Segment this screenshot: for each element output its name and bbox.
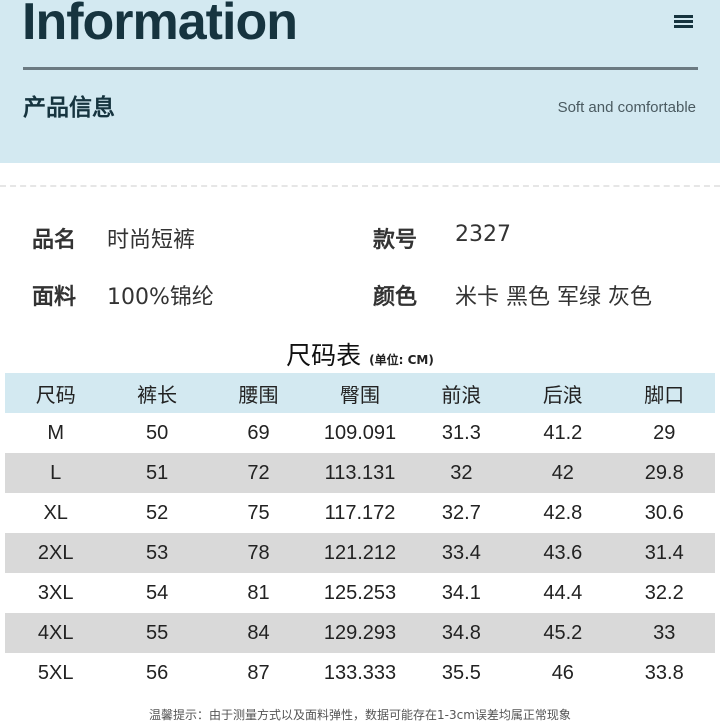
table-cell: 72 <box>247 461 270 484</box>
table-cell: 2XL <box>37 541 74 564</box>
table-cell: 50 <box>146 421 169 444</box>
table-cell: 125.253 <box>323 581 397 604</box>
tagline: Soft and comfortable <box>557 99 696 116</box>
table-cell: 4XL <box>37 621 74 644</box>
page-title: Information <box>22 0 298 51</box>
dashed-divider <box>0 185 720 187</box>
table-cell: 33.8 <box>644 661 684 684</box>
table-cell: 32.7 <box>441 501 481 524</box>
table-row: 2XL 53 78 121.212 33.4 43.6 31.4 <box>5 533 715 573</box>
table-cell: 43.6 <box>543 541 583 564</box>
note: 温馨提示：由于测量方式以及面料弹性，数据可能存在1-3cm误差均属正常现象 <box>149 708 571 722</box>
style-value: 2327 <box>455 222 511 247</box>
table-row: 3XL 54 81 125.253 34.1 44.4 32.2 <box>5 573 715 613</box>
table-cell: 84 <box>247 621 270 644</box>
table-cell: 3XL <box>37 581 74 604</box>
table-cell: 29 <box>653 421 676 444</box>
table-cell: 53 <box>146 541 169 564</box>
table-row: XL 52 75 117.172 32.7 42.8 30.6 <box>5 493 715 533</box>
table-cell: 87 <box>247 661 270 684</box>
column-header: 腰围 <box>238 384 279 407</box>
table-cell: 34.1 <box>441 581 481 604</box>
table-cell: 31.3 <box>441 421 481 444</box>
table-cell: 41.2 <box>543 421 583 444</box>
size-table-title: 尺码表 (单位: CM) <box>0 336 720 372</box>
column-header: 臀围 <box>339 384 380 407</box>
column-header: 裤长 <box>137 384 178 407</box>
table-row: L 51 72 113.131 32 42 29.8 <box>5 453 715 493</box>
table-cell: 31.4 <box>644 541 684 564</box>
table-cell: 42.8 <box>543 501 583 524</box>
table-row: 5XL 56 87 133.333 35.5 46 33.8 <box>5 653 715 693</box>
table-header-row: 尺码 裤长 腰围 臀围 前浪 后浪 脚口 <box>5 373 715 413</box>
color-label: 颜色 <box>373 285 418 310</box>
table-row: 4XL 55 84 129.293 34.8 45.2 33 <box>5 613 715 653</box>
menu-icon[interactable] <box>674 15 693 29</box>
table-cell: 121.212 <box>323 541 397 564</box>
table-cell: 55 <box>146 621 169 644</box>
table-cell: 78 <box>247 541 270 564</box>
table-cell: 42 <box>551 461 574 484</box>
size-table-heading: 尺码表 <box>286 341 362 370</box>
table-cell: 81 <box>247 581 270 604</box>
table-cell: 56 <box>146 661 169 684</box>
table-cell: XL <box>43 501 68 524</box>
table-cell: 117.172 <box>324 501 396 524</box>
table-cell: 35.5 <box>441 661 481 684</box>
table-cell: 29.8 <box>644 461 684 484</box>
style-label: 款号 <box>373 228 418 253</box>
name-value: 时尚短裤 <box>107 228 196 253</box>
table-cell: 129.293 <box>323 621 397 644</box>
column-header: 尺码 <box>35 384 76 407</box>
table-cell: 113.131 <box>324 461 396 484</box>
table-cell: 52 <box>146 501 169 524</box>
table-cell: 5XL <box>37 661 74 684</box>
table-cell: 46 <box>551 661 574 684</box>
table-cell: 75 <box>247 501 270 524</box>
size-table: 尺码 裤长 腰围 臀围 前浪 后浪 脚口 M 50 69 109.091 31.3 41.2 29 L 51… <box>5 373 715 693</box>
table-cell: 69 <box>247 421 270 444</box>
table-row: M 50 69 109.091 31.3 41.2 29 <box>5 413 715 453</box>
section-subtitle: 产品信息 <box>23 95 115 121</box>
column-header: 后浪 <box>542 384 583 407</box>
table-cell: 34.8 <box>441 621 481 644</box>
column-header: 脚口 <box>644 384 685 407</box>
table-cell: 133.333 <box>323 661 397 684</box>
table-cell: 32 <box>450 461 473 484</box>
table-cell: 109.091 <box>323 421 397 444</box>
table-cell: 32.2 <box>644 581 684 604</box>
size-table-unit: (单位: CM) <box>369 353 434 367</box>
table-cell: 30.6 <box>644 501 684 524</box>
table-cell: 54 <box>146 581 169 604</box>
name-label: 品名 <box>32 228 77 253</box>
table-cell: 45.2 <box>543 621 583 644</box>
fabric-label: 面料 <box>32 285 77 310</box>
table-cell: 33 <box>653 621 676 644</box>
divider <box>23 67 698 70</box>
table-cell: M <box>47 421 65 444</box>
table-cell: L <box>50 461 62 484</box>
fabric-value: 100%锦纶 <box>107 285 214 310</box>
table-cell: 33.4 <box>441 541 481 564</box>
header-banner: Information 产品信息 Soft and comfortable <box>0 0 720 163</box>
column-header: 前浪 <box>441 384 482 407</box>
table-cell: 44.4 <box>543 581 583 604</box>
color-value: 米卡 黑色 军绿 灰色 <box>455 285 652 310</box>
table-cell: 51 <box>146 461 169 484</box>
